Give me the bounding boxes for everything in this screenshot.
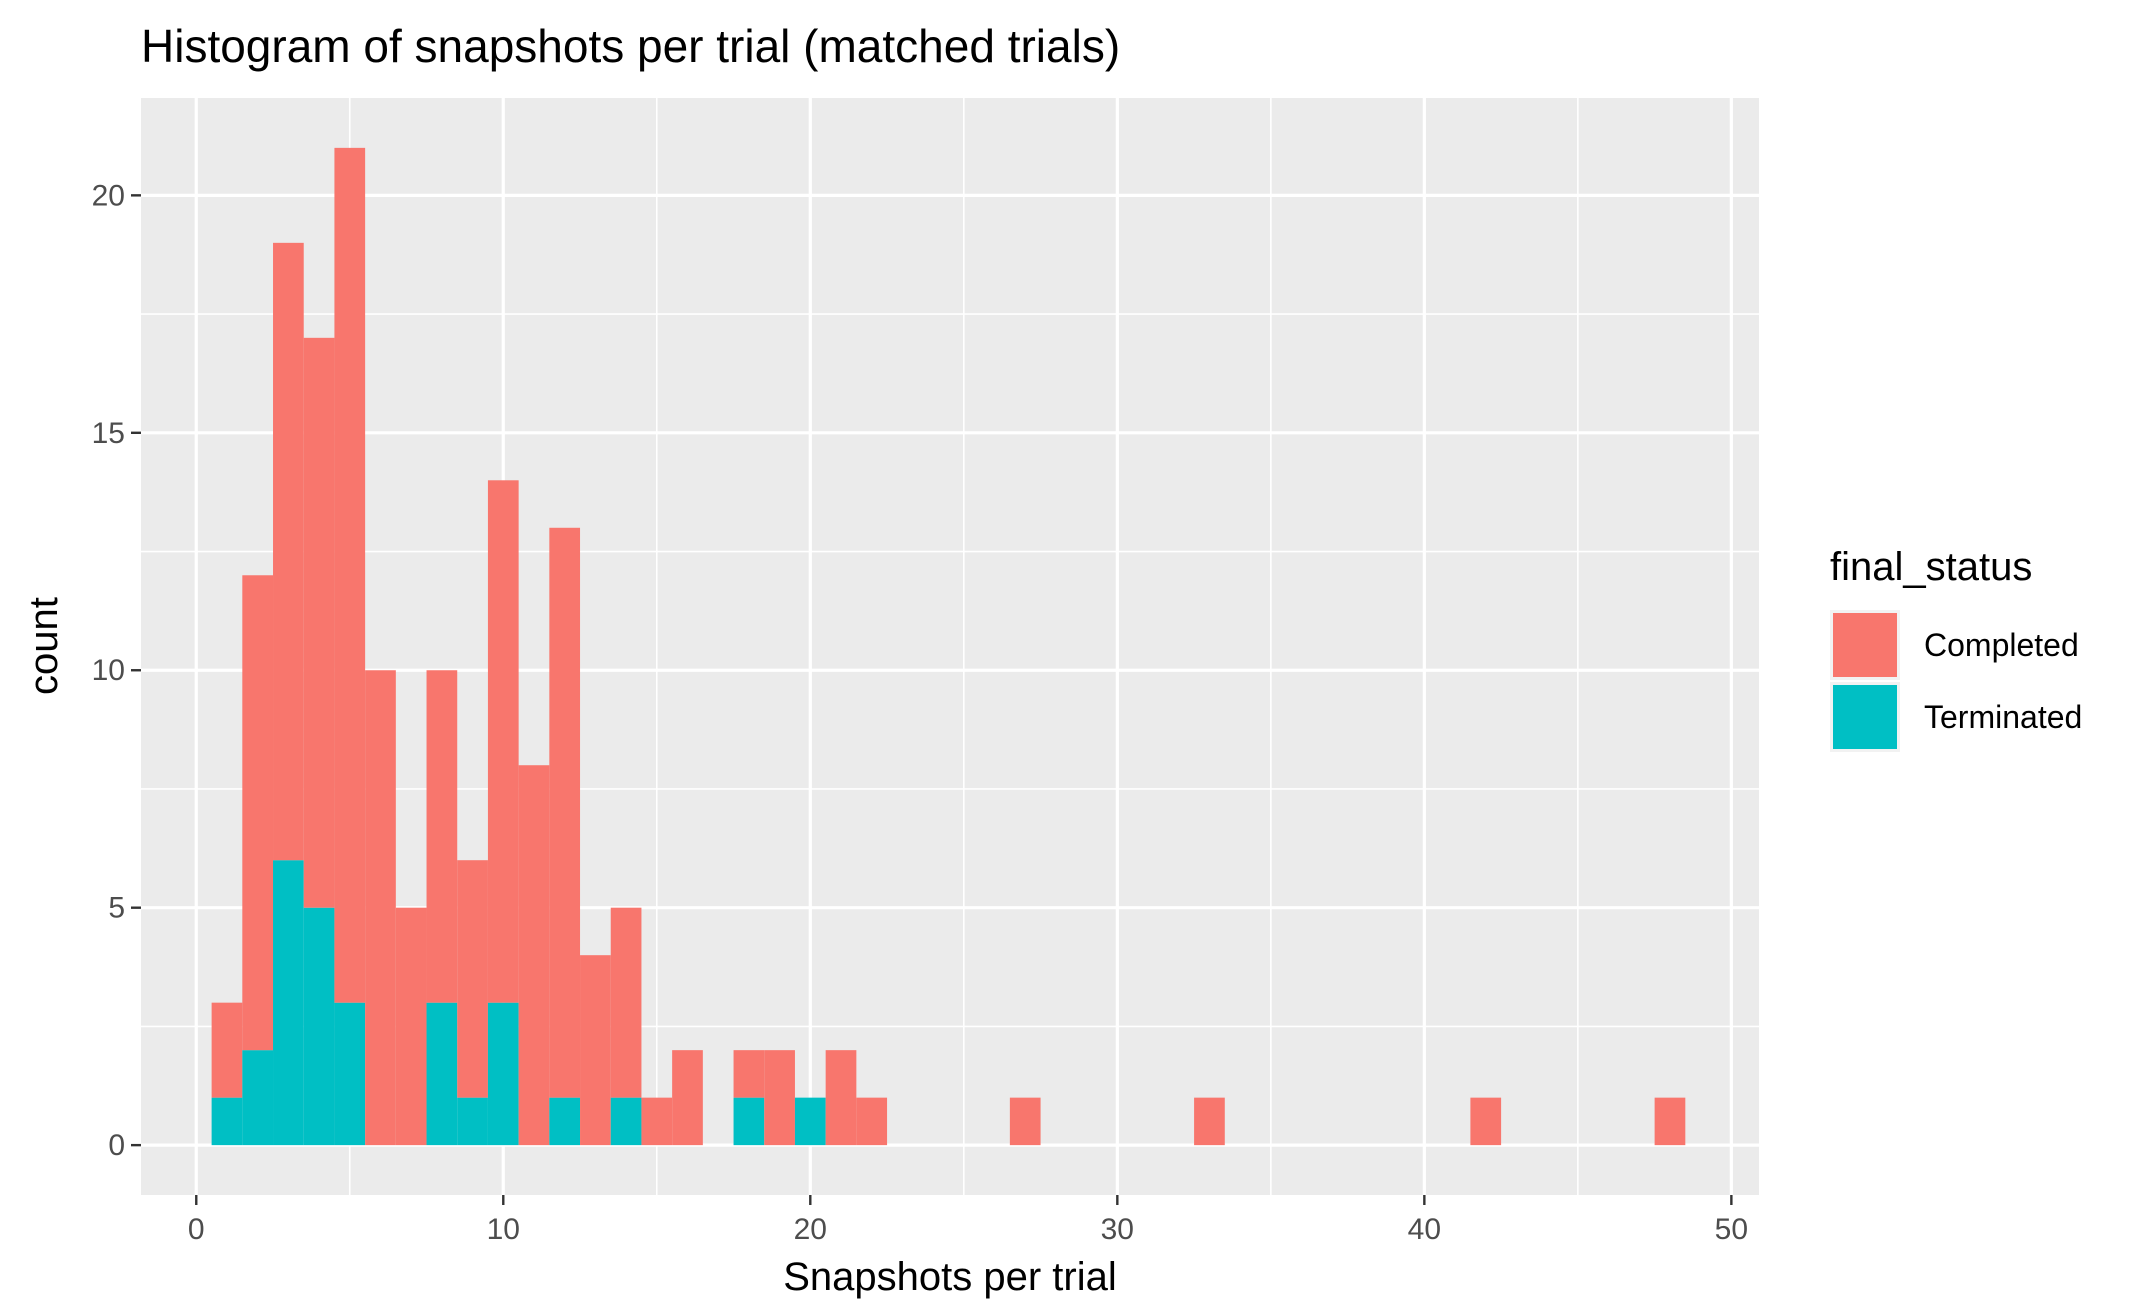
chart-title: Histogram of snapshots per trial (matche… (141, 20, 1120, 72)
bar-terminated (549, 1097, 581, 1146)
legend: final_status Completed Terminated (1830, 545, 2082, 752)
bar-terminated (334, 1002, 366, 1146)
bar-terminated (211, 1097, 243, 1146)
bar-terminated (426, 1002, 458, 1146)
x-tick-label: 50 (1715, 1213, 1748, 1246)
bar-completed (518, 765, 550, 1146)
bar-terminated (733, 1097, 765, 1146)
x-tick-label: 30 (1101, 1213, 1134, 1246)
bar-completed (1194, 1097, 1225, 1146)
y-axis-title: count (22, 597, 66, 695)
legend-swatch-terminated (1833, 685, 1897, 749)
bar-completed (1009, 1097, 1041, 1146)
legend-title: final_status (1830, 545, 2032, 589)
bar-terminated (242, 1050, 274, 1146)
bar-completed (395, 907, 427, 1146)
bar-terminated (303, 907, 335, 1146)
x-axis: 0 10 20 30 40 50 (188, 1195, 1748, 1246)
bar-terminated (794, 1097, 826, 1146)
x-tick-label: 20 (794, 1213, 827, 1246)
bar-completed (334, 147, 366, 1003)
bar-completed (273, 242, 304, 861)
bar-completed (426, 670, 458, 1003)
bar-completed (1470, 1097, 1502, 1146)
bar-completed (733, 1050, 765, 1098)
bar-completed (856, 1097, 888, 1146)
bar-terminated (610, 1097, 642, 1146)
bar-terminated (457, 1097, 488, 1146)
bar-completed (672, 1050, 703, 1146)
bar-terminated (487, 1002, 519, 1146)
legend-swatch-completed (1833, 613, 1897, 677)
y-tick-label: 15 (92, 417, 125, 450)
histogram-bars (211, 147, 1686, 1146)
y-tick-label: 10 (92, 654, 125, 687)
legend-label-terminated: Terminated (1924, 699, 2082, 735)
x-tick-label: 0 (188, 1213, 205, 1246)
bar-completed (549, 527, 581, 1098)
x-tick-label: 40 (1408, 1213, 1441, 1246)
bar-completed (303, 337, 335, 908)
bar-terminated (273, 860, 304, 1146)
minor-gridlines (141, 98, 1759, 1195)
y-tick-label: 0 (108, 1129, 125, 1162)
bar-completed (242, 575, 274, 1051)
y-tick-label: 20 (92, 179, 125, 212)
bar-completed (764, 1050, 795, 1146)
bar-completed (610, 907, 642, 1098)
bar-completed (365, 670, 396, 1146)
bar-completed (825, 1050, 857, 1146)
bar-completed (457, 860, 488, 1098)
y-tick-label: 5 (108, 892, 125, 925)
bar-completed (487, 480, 519, 1003)
bar-completed (1654, 1097, 1686, 1146)
bar-completed (641, 1097, 673, 1146)
x-axis-title: Snapshots per trial (783, 1255, 1117, 1299)
legend-label-completed: Completed (1924, 627, 2079, 663)
x-tick-label: 10 (487, 1213, 520, 1246)
bar-completed (580, 955, 611, 1146)
bar-completed (211, 1002, 243, 1098)
y-axis: 0 5 10 15 20 (92, 179, 141, 1162)
